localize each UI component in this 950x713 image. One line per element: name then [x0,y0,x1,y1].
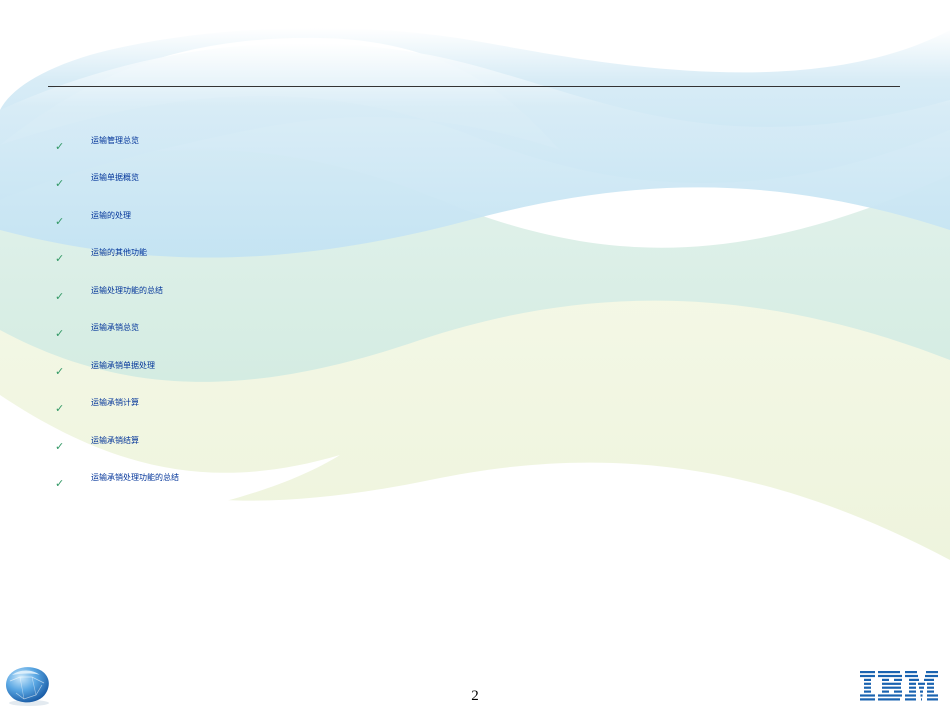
diamond-icon [2,663,56,707]
list-item-label: 运输承销处理功能的总结 [91,474,179,482]
ibm-logo-icon [860,671,938,701]
list-item: ✓ 运输承销单据处理 [55,341,161,379]
list-item: ✓ 运输的其他功能 [55,229,161,267]
list-item-label: 运输承销单据处理 [91,362,155,370]
list-item-label: 运输承销计算 [91,399,139,407]
list-item: ✓ 运输处理功能的总结 [55,266,161,304]
list-item-label: 运输承销总览 [91,324,139,332]
page-number: 2 [0,688,950,705]
checkmark-icon: ✓ [55,367,73,379]
checkmark-icon: ✓ [55,479,73,491]
checkmark-icon: ✓ [55,292,73,304]
list-item-label: 运输单据概览 [91,174,139,182]
list-item-label: 运输的其他功能 [91,249,147,257]
list-item: ✓ 运输管理总览 [55,116,161,154]
list-item-label: 运输管理总览 [91,137,139,145]
agenda-list: ✓ 运输管理总览 ✓ 运输单据概览 ✓ 运输的处理 ✓ 运输的其他功能 ✓ 运输… [55,116,161,491]
checkmark-icon: ✓ [55,442,73,454]
list-item: ✓ 运输承销总览 [55,304,161,342]
checkmark-icon: ✓ [55,254,73,266]
list-item-label: 运输承销结算 [91,437,139,445]
list-item: ✓ 运输单据概览 [55,154,161,192]
list-item: ✓ 运输承销处理功能的总结 [55,454,161,492]
list-item-label: 运输处理功能的总结 [91,287,163,295]
list-item-label: 运输的处理 [91,212,131,220]
list-item: ✓ 运输的处理 [55,191,161,229]
list-item: ✓ 运输承销计算 [55,379,161,417]
horizontal-rule [48,86,900,87]
checkmark-icon: ✓ [55,179,73,191]
checkmark-icon: ✓ [55,329,73,341]
checkmark-icon: ✓ [55,217,73,229]
checkmark-icon: ✓ [55,142,73,154]
checkmark-icon: ✓ [55,404,73,416]
list-item: ✓ 运输承销结算 [55,416,161,454]
